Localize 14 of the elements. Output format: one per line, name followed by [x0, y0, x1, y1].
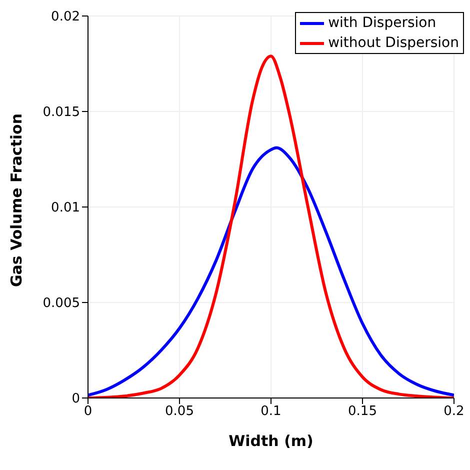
x-tick-label: 0.1	[260, 404, 282, 420]
x-tick-label: 0	[84, 404, 92, 420]
legend-label: with Dispersion	[328, 14, 436, 33]
y-tick-label: 0.02	[51, 10, 80, 25]
y-tick-label: 0	[72, 392, 80, 407]
x-axis-title: Width (m)	[228, 432, 314, 450]
y-tick-label: 0.01	[51, 200, 80, 216]
y-axis-title: Gas Volume Fraction	[7, 113, 26, 287]
y-tick-label: 0.015	[42, 105, 80, 120]
legend-label: without Dispersion	[328, 34, 459, 53]
y-tick-label: 0.005	[42, 296, 80, 312]
x-tick-label: 0.2	[444, 404, 464, 420]
x-tick-label: 0.05	[165, 404, 194, 420]
x-tick-label: 0.15	[348, 404, 377, 420]
